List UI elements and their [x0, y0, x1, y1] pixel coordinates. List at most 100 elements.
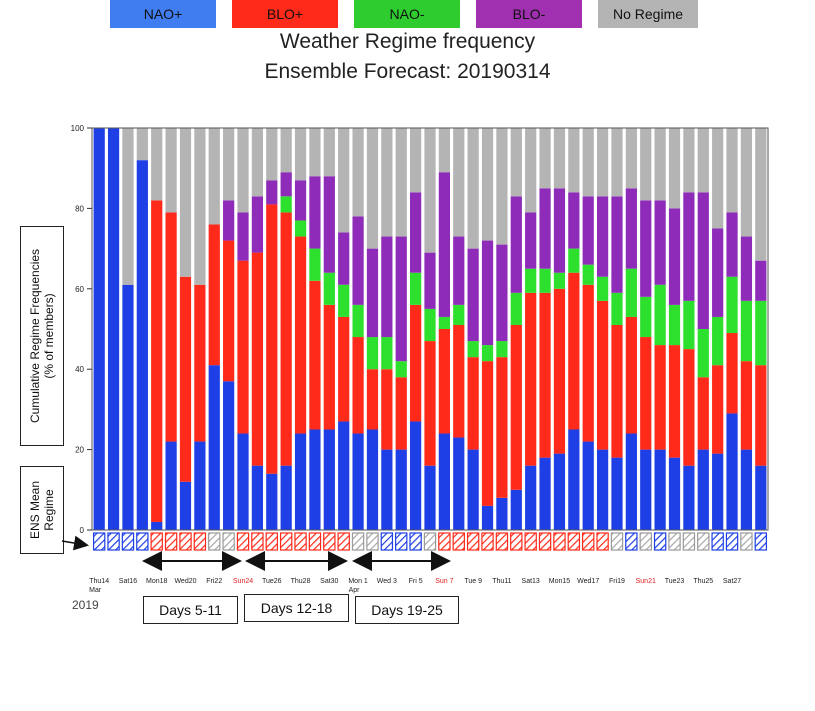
x-tick-sublabel: Mar	[89, 587, 102, 594]
bar-segment-blo-minusplus	[510, 324, 522, 490]
bar-segment-no-regime	[208, 128, 220, 225]
bar-segment-nao-minus	[712, 316, 724, 366]
bar-segment-no-regime	[309, 128, 321, 177]
bar-segment-nao-minusplus	[208, 365, 220, 530]
y-axis-label-box: Cumulative Regime Frequencies (% of membe…	[20, 226, 64, 446]
bar-segment-no-regime	[395, 128, 407, 237]
bar-segment-blo-minus	[237, 212, 249, 261]
bar-segment-blo-minusplus	[467, 357, 479, 450]
bar-segment-blo-minus	[640, 200, 652, 297]
ens-mean-cell	[553, 532, 566, 551]
bar-segment-nao-minus	[654, 284, 666, 346]
ens-mean-cell	[121, 532, 135, 551]
bar-segment-nao-minusplus	[654, 449, 666, 530]
bar-segment-nao-minus	[294, 220, 307, 237]
bar-segment-nao-minusplus	[338, 421, 350, 530]
bar-segment-blo-minusplus	[280, 212, 292, 466]
bar-segment-blo-minusplus	[151, 200, 163, 522]
bar-segment-blo-minus	[596, 196, 609, 277]
bar-segment-blo-minus	[481, 240, 494, 346]
bar-segment-blo-minus	[266, 180, 278, 205]
bar-segment-nao-minusplus	[294, 433, 307, 530]
ens-mean-cell	[567, 532, 581, 551]
x-tick-label: Sun21	[636, 578, 656, 585]
ens-mean-cell	[179, 532, 192, 551]
bar-segment-nao-minus	[726, 276, 738, 334]
bar-segment-nao-minus	[611, 292, 623, 325]
bar-segment-nao-minusplus	[668, 457, 681, 530]
bar-segment-nao-minus	[582, 264, 594, 285]
x-tick-label: Thu14	[89, 578, 109, 585]
bar-segment-blo-minusplus	[208, 224, 220, 366]
bar-segment-nao-minusplus	[410, 421, 422, 530]
bar-segment-blo-minusplus	[568, 272, 580, 430]
bar-segment-nao-minus	[352, 304, 364, 338]
ens-mean-cell	[164, 532, 178, 551]
chart-title-line1: Weather Regime frequency	[279, 30, 536, 53]
ens-mean-cell	[653, 532, 667, 551]
ens-mean-cell	[193, 532, 207, 551]
bar-segment-blo-minusplus	[640, 337, 652, 450]
y-tick-label: 60	[75, 285, 84, 294]
bar-segment-nao-minus	[338, 284, 350, 317]
bar-segment-no-regime	[712, 128, 724, 229]
bar-segment-nao-minus	[525, 268, 537, 293]
y-tick-label: 20	[75, 446, 84, 455]
bar-segment-nao-minusplus	[309, 429, 321, 530]
bar-segment-blo-minus	[395, 236, 407, 362]
bar-segment-blo-minus	[223, 200, 235, 241]
ens-mean-cell	[279, 532, 293, 551]
bar-segment-nao-minusplus	[481, 505, 494, 530]
bar-segment-blo-minusplus	[611, 324, 623, 458]
x-tick-label: Mon 1	[348, 578, 368, 585]
x-tick-label: Thu28	[291, 578, 311, 585]
bar-segment-nao-minusplus	[122, 284, 134, 530]
plot-frame	[91, 127, 769, 531]
bar-segment-nao-minus	[366, 337, 379, 370]
ens-mean-cell	[639, 532, 652, 551]
bar-segment-nao-minus	[510, 292, 522, 325]
chart-axes: 0 20 40 60 80 100	[71, 124, 769, 535]
x-tick-label: Tue23	[665, 578, 685, 585]
bar-segment-nao-minus	[625, 268, 637, 317]
bar-segment-no-regime	[668, 128, 681, 209]
bar-segment-blo-minusplus	[582, 284, 594, 442]
bar-segment-blo-minus	[525, 212, 537, 269]
bar-segment-blo-minus	[338, 232, 350, 285]
bar-segment-blo-minusplus	[194, 284, 206, 442]
bar-segment-nao-minusplus	[424, 465, 436, 530]
bar-segment-nao-minusplus	[438, 433, 450, 530]
ens-mean-cell	[740, 532, 753, 551]
bar-segment-nao-minusplus	[625, 433, 637, 530]
ens-mean-cell	[538, 532, 552, 551]
days-12-18-box: Days 12-18	[244, 594, 349, 622]
bar-segment-blo-minusplus	[668, 345, 681, 458]
bar-segment-nao-minusplus	[266, 473, 278, 530]
ens-mean-cell	[107, 532, 120, 551]
year-label: 2019	[72, 598, 99, 612]
bar-segment-nao-minus	[280, 196, 292, 213]
ens-mean-cell	[596, 532, 609, 551]
bar-segment-nao-minusplus	[525, 465, 537, 530]
bar-segment-blo-minusplus	[481, 361, 494, 506]
bar-segment-blo-minusplus	[553, 288, 566, 454]
bar-segment-nao-minus	[596, 276, 609, 301]
bar-segment-nao-minusplus	[381, 449, 393, 530]
ens-mean-cell	[351, 532, 365, 551]
legend-blo-plus: BLO+	[232, 0, 338, 28]
bar-segment-no-regime	[136, 128, 148, 161]
bar-segment-nao-minusplus	[568, 429, 580, 530]
bar-segment-blo-minusplus	[496, 357, 508, 498]
x-tick-label: Tue26	[262, 578, 282, 585]
ens-mean-cell	[610, 532, 624, 551]
bar-segment-blo-minus	[654, 200, 666, 285]
x-tick-label: Sat13	[522, 578, 540, 585]
bar-segment-blo-minus	[496, 244, 508, 342]
bar-segment-blo-minus	[309, 176, 321, 249]
ens-mean-cell	[294, 532, 307, 551]
bar-segment-no-regime	[223, 128, 235, 201]
ens-mean-cell	[582, 532, 595, 551]
x-tick-label: Tue 9	[464, 578, 482, 585]
bar-segment-nao-minusplus	[194, 441, 206, 530]
